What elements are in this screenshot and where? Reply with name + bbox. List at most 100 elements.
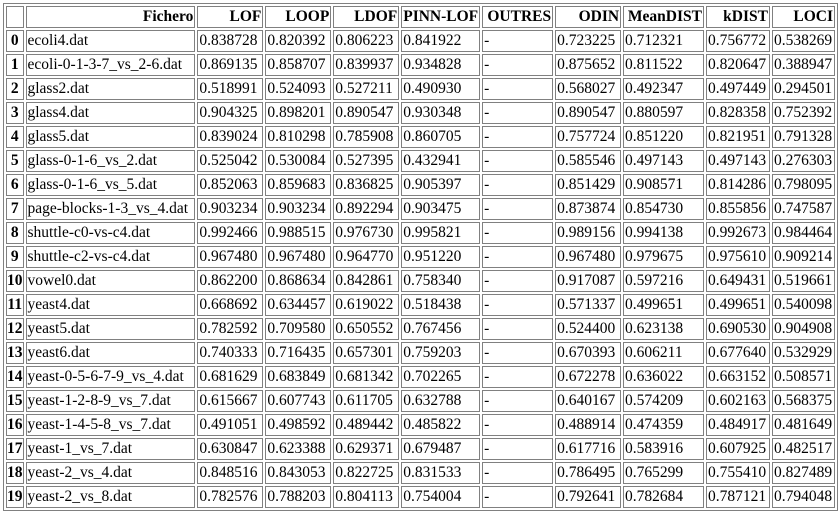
cell-kdist: 0.855856 bbox=[706, 198, 770, 220]
cell-pinn-lof: 0.759203 bbox=[401, 342, 481, 364]
cell-loci: 0.568375 bbox=[771, 390, 835, 412]
row-index: 4 bbox=[6, 126, 24, 148]
cell-loci: 0.508571 bbox=[771, 366, 835, 388]
cell-meandist: 0.623138 bbox=[623, 318, 704, 340]
cell-odin: 0.875652 bbox=[555, 54, 622, 76]
cell-lof: 0.615667 bbox=[197, 390, 264, 412]
cell-pinn-lof: 0.951220 bbox=[401, 246, 481, 268]
cell-kdist: 0.499651 bbox=[706, 294, 770, 316]
row-index: 1 bbox=[6, 54, 24, 76]
cell-kdist: 0.497449 bbox=[706, 78, 770, 100]
cell-loop: 0.623388 bbox=[265, 438, 332, 460]
cell-fichero: ecoli4.dat bbox=[25, 30, 196, 52]
cell-fichero: glass2.dat bbox=[25, 78, 196, 100]
cell-pinn-lof: 0.758340 bbox=[401, 270, 481, 292]
cell-kdist: 0.756772 bbox=[706, 30, 770, 52]
cell-meandist: 0.583916 bbox=[623, 438, 704, 460]
cell-fichero: yeast5.dat bbox=[25, 318, 196, 340]
cell-lof: 0.518991 bbox=[197, 78, 264, 100]
cell-meandist: 0.994138 bbox=[623, 222, 704, 244]
table-body: 0 ecoli4.dat 0.838728 0.820392 0.806223 0.841… bbox=[6, 30, 835, 508]
row-index: 17 bbox=[6, 438, 24, 460]
cell-loop: 0.634457 bbox=[265, 294, 332, 316]
cell-ldof: 0.527211 bbox=[333, 78, 400, 100]
cell-loop: 0.498592 bbox=[265, 414, 332, 436]
cell-lof: 0.740333 bbox=[197, 342, 264, 364]
table-row: 13 yeast6.dat 0.740333 0.716435 0.657301 0.75… bbox=[6, 342, 835, 364]
cell-loop: 0.788203 bbox=[265, 486, 332, 508]
table-header: Fichero LOF LOOP LDOF PINN-LOF OUTRES ODIN Mean… bbox=[6, 6, 835, 28]
cell-meandist: 0.499651 bbox=[623, 294, 704, 316]
table-row: 5 glass-0-1-6_vs_2.dat 0.525042 0.530084 0.5… bbox=[6, 150, 835, 172]
cell-pinn-lof: 0.679487 bbox=[401, 438, 481, 460]
cell-loci: 0.538269 bbox=[771, 30, 835, 52]
cell-outres: - bbox=[482, 342, 554, 364]
cell-pinn-lof: 0.432941 bbox=[401, 150, 481, 172]
cell-fichero: shuttle-c0-vs-c4.dat bbox=[25, 222, 196, 244]
table-row: 17 yeast-1_vs_7.dat 0.630847 0.623388 0.6293… bbox=[6, 438, 835, 460]
cell-loci: 0.481649 bbox=[771, 414, 835, 436]
cell-loop: 0.903234 bbox=[265, 198, 332, 220]
cell-fichero: yeast-2_vs_4.dat bbox=[25, 462, 196, 484]
cell-fichero: yeast4.dat bbox=[25, 294, 196, 316]
table-row: 15 yeast-1-2-8-9_vs_7.dat 0.615667 0.607743… bbox=[6, 390, 835, 412]
row-index: 9 bbox=[6, 246, 24, 268]
row-index: 12 bbox=[6, 318, 24, 340]
cell-pinn-lof: 0.754004 bbox=[401, 486, 481, 508]
cell-lof: 0.838728 bbox=[197, 30, 264, 52]
cell-loop: 0.530084 bbox=[265, 150, 332, 172]
cell-pinn-lof: 0.841922 bbox=[401, 30, 481, 52]
cell-pinn-lof: 0.995821 bbox=[401, 222, 481, 244]
cell-loci: 0.519661 bbox=[771, 270, 835, 292]
row-index: 3 bbox=[6, 102, 24, 124]
cell-fichero: glass5.dat bbox=[25, 126, 196, 148]
cell-odin: 0.967480 bbox=[555, 246, 622, 268]
cell-loop: 0.820392 bbox=[265, 30, 332, 52]
cell-meandist: 0.854730 bbox=[623, 198, 704, 220]
cell-lof: 0.782576 bbox=[197, 486, 264, 508]
cell-pinn-lof: 0.485822 bbox=[401, 414, 481, 436]
cell-lof: 0.525042 bbox=[197, 150, 264, 172]
cell-fichero: yeast-2_vs_8.dat bbox=[25, 486, 196, 508]
cell-loci: 0.482517 bbox=[771, 438, 835, 460]
cell-ldof: 0.611705 bbox=[333, 390, 400, 412]
column-header-kdist: kDIST bbox=[706, 6, 770, 28]
cell-loop: 0.967480 bbox=[265, 246, 332, 268]
cell-odin: 0.873874 bbox=[555, 198, 622, 220]
cell-loci: 0.984464 bbox=[771, 222, 835, 244]
cell-lof: 0.967480 bbox=[197, 246, 264, 268]
cell-outres: - bbox=[482, 246, 554, 268]
cell-meandist: 0.811522 bbox=[623, 54, 704, 76]
cell-odin: 0.571337 bbox=[555, 294, 622, 316]
cell-loop: 0.868634 bbox=[265, 270, 332, 292]
cell-ldof: 0.804113 bbox=[333, 486, 400, 508]
cell-kdist: 0.484917 bbox=[706, 414, 770, 436]
cell-meandist: 0.979675 bbox=[623, 246, 704, 268]
column-header-index bbox=[6, 6, 24, 28]
cell-fichero: yeast-1-2-8-9_vs_7.dat bbox=[25, 390, 196, 412]
cell-pinn-lof: 0.702265 bbox=[401, 366, 481, 388]
cell-meandist: 0.606211 bbox=[623, 342, 704, 364]
cell-ldof: 0.785908 bbox=[333, 126, 400, 148]
cell-odin: 0.585546 bbox=[555, 150, 622, 172]
results-table: Fichero LOF LOOP LDOF PINN-LOF OUTRES ODIN Mean… bbox=[3, 3, 838, 511]
cell-odin: 0.917087 bbox=[555, 270, 622, 292]
cell-lof: 0.630847 bbox=[197, 438, 264, 460]
cell-odin: 0.568027 bbox=[555, 78, 622, 100]
cell-odin: 0.524400 bbox=[555, 318, 622, 340]
cell-outres: - bbox=[482, 174, 554, 196]
cell-pinn-lof: 0.490930 bbox=[401, 78, 481, 100]
cell-lof: 0.839024 bbox=[197, 126, 264, 148]
cell-meandist: 0.492347 bbox=[623, 78, 704, 100]
table-row: 6 glass-0-1-6_vs_5.dat 0.852063 0.859683 0.8… bbox=[6, 174, 835, 196]
table-row: 7 page-blocks-1-3_vs_4.dat 0.903234 0.90323… bbox=[6, 198, 835, 220]
table-row: 14 yeast-0-5-6-7-9_vs_4.dat 0.681629 0.6838… bbox=[6, 366, 835, 388]
cell-fichero: page-blocks-1-3_vs_4.dat bbox=[25, 198, 196, 220]
cell-ldof: 0.806223 bbox=[333, 30, 400, 52]
cell-loop: 0.683849 bbox=[265, 366, 332, 388]
cell-pinn-lof: 0.831533 bbox=[401, 462, 481, 484]
cell-loci: 0.752392 bbox=[771, 102, 835, 124]
cell-kdist: 0.607925 bbox=[706, 438, 770, 460]
row-index: 18 bbox=[6, 462, 24, 484]
cell-pinn-lof: 0.934828 bbox=[401, 54, 481, 76]
